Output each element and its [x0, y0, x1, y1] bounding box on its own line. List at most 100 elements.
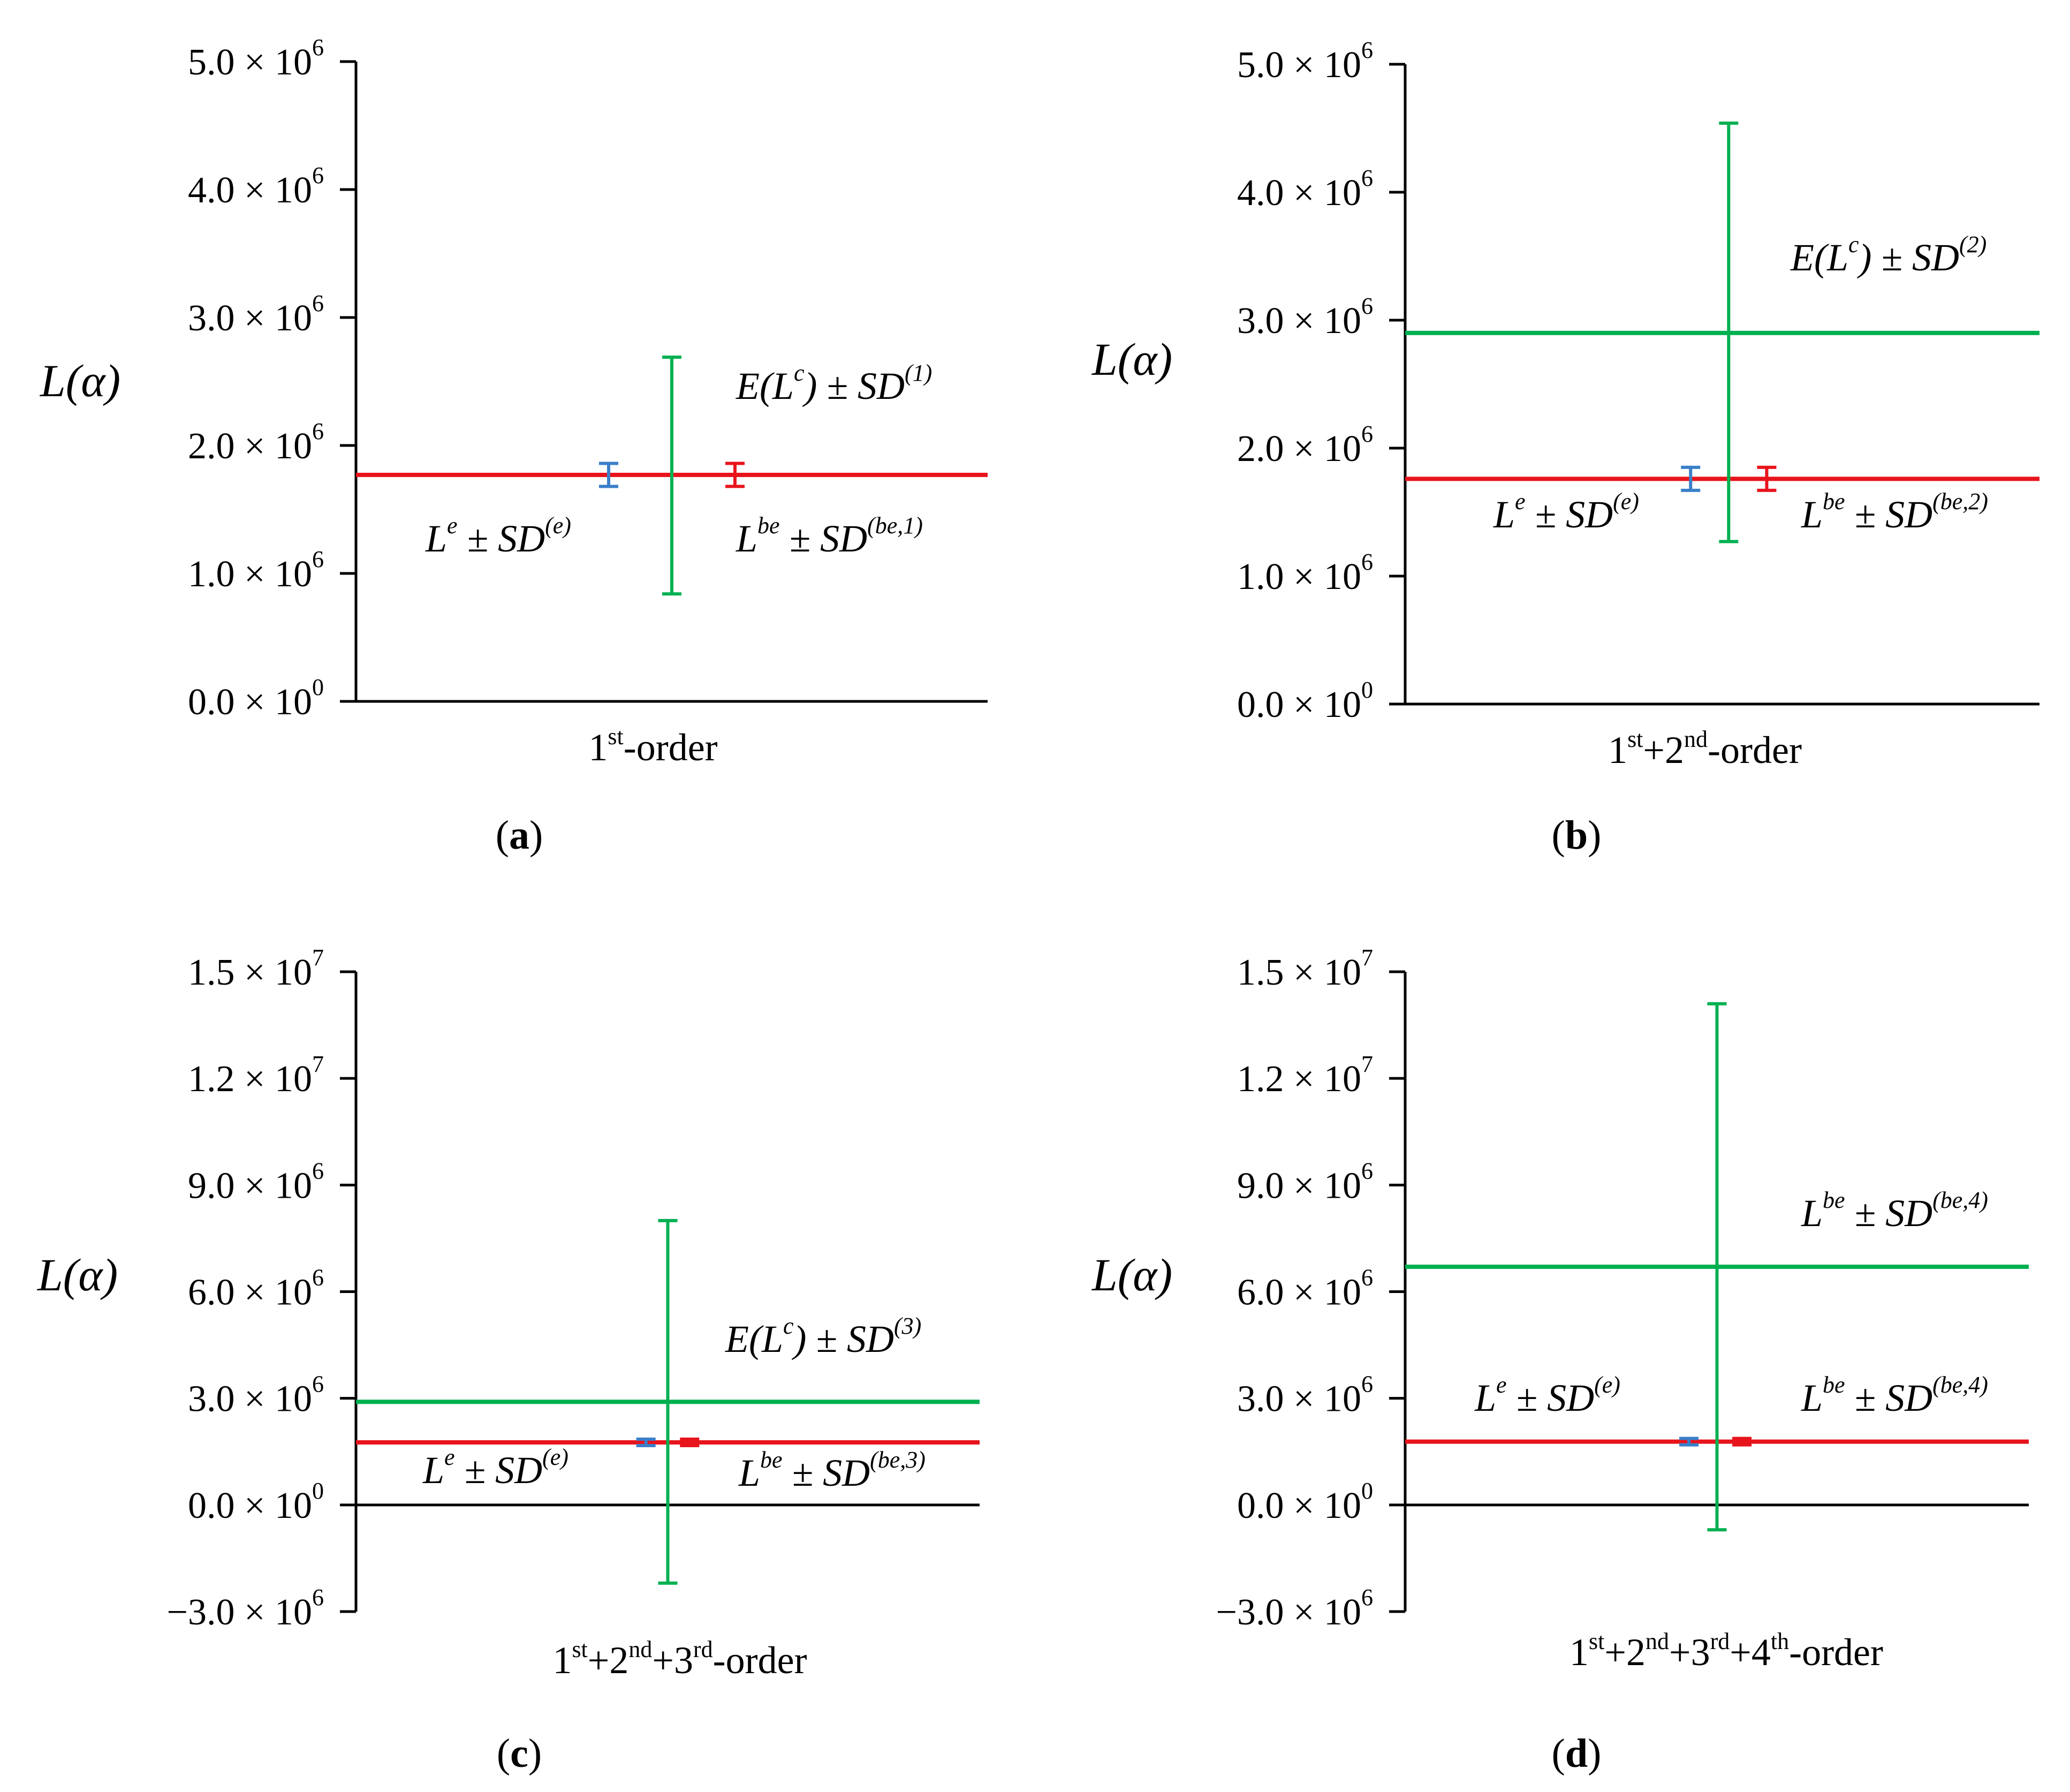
- x-category-sup: th: [1771, 1628, 1789, 1654]
- x-category-text: 1: [1569, 1631, 1589, 1674]
- annotation-sup: (be,1): [867, 512, 923, 539]
- annotation-mid: ± SD: [455, 1449, 543, 1492]
- annotation-sup: e: [444, 1444, 455, 1470]
- x-category-text: -order: [624, 726, 718, 769]
- annotation-label: Le ± SD(e): [1493, 488, 1639, 536]
- annotation-sup: (be,4): [1932, 1187, 1988, 1213]
- y-tick-exponent: 7: [1361, 944, 1373, 971]
- annotation-mid: ± SD: [1845, 1192, 1933, 1235]
- x-category-sup: st: [1589, 1628, 1604, 1654]
- y-tick-mantissa: 3.0 × 10: [188, 298, 312, 339]
- annotation-sup: be: [1823, 1187, 1845, 1213]
- annotation-mid: ± SD: [458, 517, 545, 560]
- annotation-base: L: [1474, 1377, 1496, 1419]
- panel-paren: (: [497, 1731, 510, 1776]
- x-category-sup: nd: [1646, 1628, 1669, 1654]
- x-category-text: +2: [1643, 729, 1684, 772]
- panel-paren: (: [496, 813, 509, 858]
- y-tick-mantissa: −3.0 × 10: [167, 1592, 312, 1633]
- y-tick-mantissa: 1.5 × 10: [188, 952, 312, 993]
- annotation-mid: ± SD: [1845, 493, 1933, 536]
- y-tick-mantissa: 0.0 × 10: [1237, 684, 1361, 725]
- y-tick-label: 0.0 × 100: [188, 1478, 324, 1526]
- x-category-text: 1: [1608, 729, 1627, 772]
- y-tick-exponent: 0: [1361, 677, 1373, 703]
- panel-label: (a): [496, 813, 543, 858]
- y-tick-exponent: 0: [312, 1478, 324, 1504]
- y-tick-label: 3.0 × 106: [188, 1371, 324, 1420]
- annotation-base: L: [1493, 493, 1515, 536]
- y-tick-label: 6.0 × 106: [188, 1265, 324, 1313]
- y-tick-mantissa: 6.0 × 10: [188, 1272, 312, 1313]
- annotation-base: L: [425, 517, 447, 560]
- y-tick-mantissa: 1.0 × 10: [1237, 556, 1361, 598]
- x-category-text: -order: [1789, 1631, 1883, 1674]
- y-tick-exponent: 6: [1361, 37, 1373, 63]
- y-tick-label: 1.2 × 107: [188, 1051, 324, 1100]
- panel-paren: ): [1588, 813, 1601, 858]
- x-category-sup: nd: [628, 1636, 652, 1662]
- annotation-sup: be: [757, 512, 780, 539]
- x-category-sup: nd: [1684, 726, 1708, 752]
- y-tick-label: 4.0 × 106: [1237, 165, 1373, 214]
- x-category-sup: rd: [1710, 1628, 1730, 1654]
- annotation-label: Lbe ± SD(be,4): [1801, 1372, 1988, 1419]
- annotation-base: L: [422, 1449, 444, 1492]
- annotation-base: L: [1801, 1377, 1823, 1419]
- y-tick-mantissa: 5.0 × 10: [188, 42, 312, 83]
- panel-letter: b: [1565, 813, 1588, 858]
- annotation-sup: (2): [1959, 231, 1986, 258]
- y-axis-label: L(α): [1091, 334, 1172, 385]
- annotation-base: L: [1801, 493, 1823, 536]
- y-tick-label: 3.0 × 106: [1237, 1371, 1373, 1420]
- y-axis-label: L(α): [1091, 1249, 1172, 1300]
- annotation-sup: e: [1515, 488, 1526, 515]
- annotation-mid: ± SD: [1507, 1377, 1595, 1419]
- y-tick-mantissa: 5.0 × 10: [1237, 44, 1361, 86]
- annotation-base: L: [738, 1451, 760, 1494]
- annotation-sup: (be,3): [870, 1447, 926, 1473]
- panel-paren: ): [1588, 1731, 1601, 1776]
- annotation-label: Lbe ± SD(be,2): [1801, 488, 1988, 536]
- y-tick-exponent: 6: [312, 418, 324, 444]
- y-tick-exponent: 6: [312, 34, 324, 61]
- annotation-sup: e: [447, 512, 458, 539]
- y-tick-label: 1.2 × 107: [1237, 1051, 1373, 1100]
- y-tick-exponent: 7: [312, 1051, 324, 1077]
- y-tick-label: −3.0 × 106: [1216, 1584, 1373, 1633]
- y-tick-mantissa: 4.0 × 10: [188, 170, 312, 211]
- y-tick-exponent: 6: [312, 162, 324, 188]
- y-tick-exponent: 6: [312, 1584, 324, 1610]
- x-category-label: 1st+2nd-order: [1608, 726, 1802, 772]
- panel-letter: a: [509, 813, 529, 858]
- panel-label: (d): [1552, 1731, 1602, 1776]
- annotation-sup: (e): [545, 512, 571, 539]
- y-tick-exponent: 6: [312, 546, 324, 572]
- y-tick-exponent: 6: [1361, 549, 1373, 575]
- annotation-mid: ± SD: [780, 517, 868, 560]
- x-category-sup: st: [608, 723, 623, 750]
- annotation-label: Lbe ± SD(be,4): [1801, 1187, 1988, 1235]
- annotation-mid: ± SD: [1845, 1377, 1933, 1419]
- annotation-sup: (1): [905, 360, 932, 386]
- y-axis-label: L(α): [36, 1249, 118, 1300]
- y-tick-label: 1.5 × 107: [1237, 944, 1373, 993]
- x-category-label: 1st+2nd+3rd-order: [552, 1636, 807, 1682]
- x-category-sup: st: [572, 1636, 587, 1662]
- y-tick-label: 0.0 × 100: [188, 674, 324, 723]
- annotation-label: Lbe ± SD(be,3): [738, 1447, 926, 1494]
- x-category-text: +2: [1604, 1631, 1646, 1674]
- annotation-mid: ± SD: [1526, 493, 1613, 536]
- x-category-text: +2: [588, 1639, 629, 1682]
- x-category-text: -order: [1708, 729, 1802, 772]
- x-category-text: 1: [588, 726, 608, 769]
- annotation-sup: (e): [1594, 1372, 1620, 1398]
- y-tick-exponent: 6: [1361, 1584, 1373, 1610]
- annotation-label: E(Lc) ± SD(3): [725, 1313, 921, 1360]
- annotation-label: Le ± SD(e): [1474, 1372, 1620, 1419]
- y-tick-label: −3.0 × 106: [167, 1584, 324, 1633]
- y-tick-label: 6.0 × 106: [1237, 1265, 1373, 1313]
